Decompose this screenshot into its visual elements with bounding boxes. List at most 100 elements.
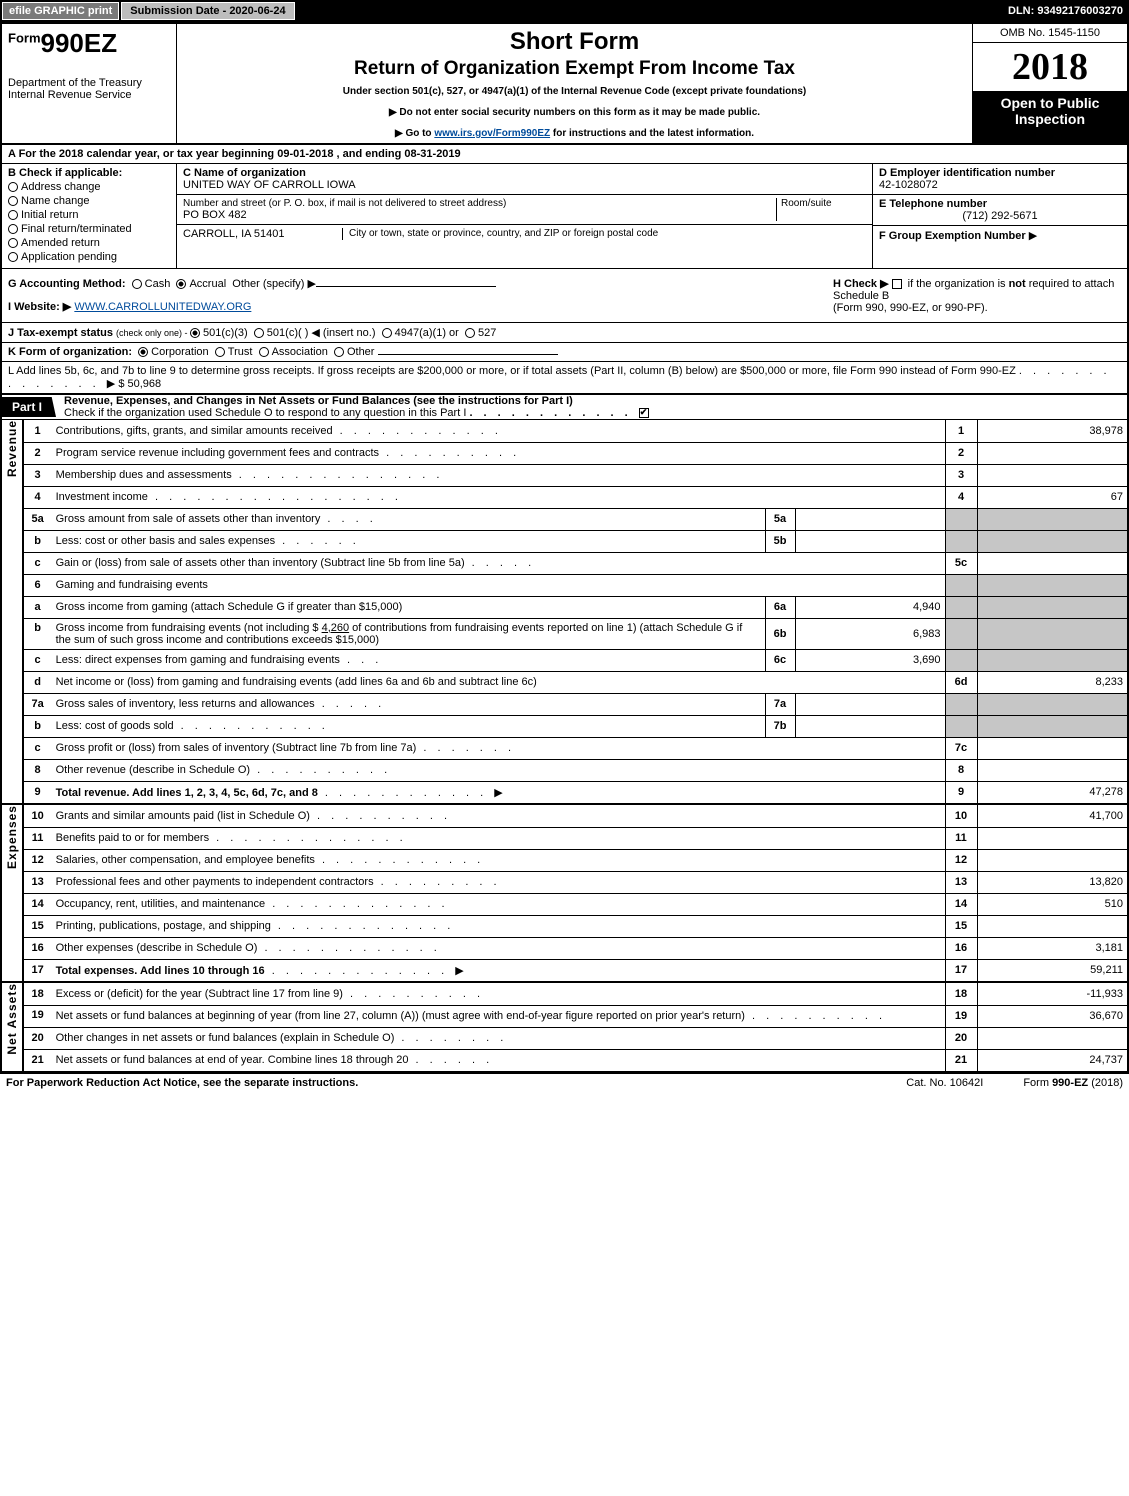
l4-desc: Investment income . . . . . . . . . . . … [52, 486, 945, 508]
radio-trust[interactable] [215, 347, 225, 357]
line-4: 4 Investment income . . . . . . . . . . … [24, 486, 1127, 508]
radio-501c[interactable] [254, 328, 264, 338]
l21-desc: Net assets or fund balances at end of ye… [52, 1049, 945, 1071]
line-16: 16 Other expenses (describe in Schedule … [24, 937, 1127, 959]
h-not: not [1009, 278, 1026, 290]
part1-title-text: Revenue, Expenses, and Changes in Net As… [64, 395, 573, 407]
radio-527[interactable] [465, 328, 475, 338]
l6d-desc: Net income or (loss) from gaming and fun… [52, 671, 945, 693]
b-label: B Check if applicable: [8, 167, 122, 179]
l18-no: 18 [24, 983, 52, 1005]
l12-no: 12 [24, 849, 52, 871]
l3-desc: Membership dues and assessments . . . . … [52, 464, 945, 486]
cb-application-pending[interactable] [8, 252, 18, 262]
b-item-0: Address change [21, 181, 101, 193]
l18-rno: 18 [945, 983, 977, 1005]
l6a-rno-shade [945, 596, 977, 618]
l6d-val: 8,233 [977, 671, 1127, 693]
website-link[interactable]: WWW.CARROLLUNITEDWAY.ORG [74, 301, 251, 313]
l7b-rno-shade [945, 715, 977, 737]
part1-check-line: Check if the organization used Schedule … [64, 407, 466, 419]
l6-rno-shade [945, 574, 977, 596]
h-check: H Check ▶ if the organization is not req… [827, 269, 1127, 322]
street-value: PO BOX 482 [183, 209, 776, 221]
l6b-pre: Gross income from fundraising events (no… [56, 622, 322, 634]
l2-desc-text: Program service revenue including govern… [56, 447, 379, 459]
line-13: 13 Professional fees and other payments … [24, 871, 1127, 893]
irs-gov-link[interactable]: www.irs.gov/Form990EZ [434, 128, 550, 139]
l10-val: 41,700 [977, 805, 1127, 827]
g-other: Other (specify) ▶ [232, 278, 316, 290]
l17-val: 59,211 [977, 959, 1127, 981]
part1-header: Part I Revenue, Expenses, and Changes in… [2, 393, 1127, 420]
l16-rno: 16 [945, 937, 977, 959]
line-8: 8 Other revenue (describe in Schedule O)… [24, 759, 1127, 781]
k-o4: Other [347, 346, 375, 358]
l10-rno: 10 [945, 805, 977, 827]
k-o3: Association [272, 346, 328, 358]
g-other-field[interactable] [316, 286, 496, 287]
l7a-mno: 7a [765, 693, 795, 715]
netassets-side-label: Net Assets [2, 983, 24, 1071]
line-6c: c Less: direct expenses from gaming and … [24, 649, 1127, 671]
city-label: City or town, state or province, country… [343, 228, 658, 240]
cb-schedule-b[interactable] [892, 279, 902, 289]
radio-cash[interactable] [132, 279, 142, 289]
org-name: UNITED WAY OF CARROLL IOWA [183, 179, 866, 191]
radio-4947[interactable] [382, 328, 392, 338]
g-cash: Cash [145, 278, 171, 290]
l6d-no: d [24, 671, 52, 693]
a-mid: , and ending [337, 148, 405, 160]
radio-accrual[interactable] [176, 279, 186, 289]
b-item-3: Final return/terminated [21, 223, 132, 235]
form-subtitle-2: ▶ Do not enter social security numbers o… [185, 107, 964, 118]
cb-address-change[interactable] [8, 182, 18, 192]
cb-initial-return[interactable] [8, 210, 18, 220]
expenses-section: Expenses 10 Grants and similar amounts p… [2, 803, 1127, 981]
form-header: Form990EZ Department of the Treasury Int… [2, 24, 1127, 145]
l20-desc-text: Other changes in net assets or fund bala… [56, 1032, 395, 1044]
l7c-desc-text: Gross profit or (loss) from sales of inv… [56, 742, 417, 754]
k-other-field[interactable] [378, 354, 558, 355]
radio-501c3[interactable] [190, 328, 200, 338]
cb-schedule-o-part1[interactable] [639, 408, 649, 418]
l6b-rno-shade [945, 618, 977, 649]
l6a-rval-shade [977, 596, 1127, 618]
l14-rno: 14 [945, 893, 977, 915]
l9-desc: Total revenue. Add lines 1, 2, 3, 4, 5c,… [52, 781, 945, 803]
l10-no: 10 [24, 805, 52, 827]
l7b-desc-text: Less: cost of goods sold [56, 720, 174, 732]
radio-other-org[interactable] [334, 347, 344, 357]
l13-rno: 13 [945, 871, 977, 893]
line-7c: c Gross profit or (loss) from sales of i… [24, 737, 1127, 759]
l3-no: 3 [24, 464, 52, 486]
l12-val [977, 849, 1127, 871]
cb-name-change[interactable] [8, 196, 18, 206]
submission-date-button[interactable]: Submission Date - 2020-06-24 [121, 2, 294, 20]
l2-rno: 2 [945, 442, 977, 464]
efile-print-button[interactable]: efile GRAPHIC print [2, 2, 119, 20]
l6b-rval-shade [977, 618, 1127, 649]
part1-title: Revenue, Expenses, and Changes in Net As… [56, 395, 652, 419]
l8-rno: 8 [945, 759, 977, 781]
l1-rno: 1 [945, 420, 977, 442]
radio-association[interactable] [259, 347, 269, 357]
l21-no: 21 [24, 1049, 52, 1071]
line-11: 11 Benefits paid to or for members . . .… [24, 827, 1127, 849]
a-begin: 09-01-2018 [277, 148, 333, 160]
l13-val: 13,820 [977, 871, 1127, 893]
l12-rno: 12 [945, 849, 977, 871]
radio-corporation[interactable] [138, 347, 148, 357]
l6c-rval-shade [977, 649, 1127, 671]
l5b-desc-text: Less: cost or other basis and sales expe… [56, 535, 276, 547]
l1-no: 1 [24, 420, 52, 442]
b-item-5: Application pending [21, 251, 117, 263]
l19-val: 36,670 [977, 1005, 1127, 1027]
g-accrual: Accrual [189, 278, 226, 290]
k-label: K Form of organization: [8, 346, 132, 358]
line-9: 9 Total revenue. Add lines 1, 2, 3, 4, 5… [24, 781, 1127, 803]
netassets-section: Net Assets 18 Excess or (deficit) for th… [2, 981, 1127, 1071]
cb-final-return[interactable] [8, 224, 18, 234]
l10-desc-text: Grants and similar amounts paid (list in… [56, 810, 310, 822]
cb-amended-return[interactable] [8, 238, 18, 248]
